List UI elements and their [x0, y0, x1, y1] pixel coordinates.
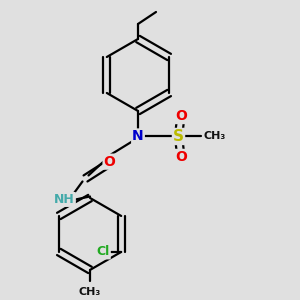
Text: S: S — [173, 129, 184, 144]
Text: CH₃: CH₃ — [79, 287, 101, 297]
Text: Cl: Cl — [97, 245, 110, 258]
Text: NH: NH — [54, 193, 75, 206]
Text: O: O — [175, 109, 187, 123]
Text: O: O — [175, 150, 187, 164]
Text: CH₃: CH₃ — [204, 131, 226, 142]
Text: O: O — [103, 155, 116, 169]
Text: N: N — [132, 130, 144, 143]
